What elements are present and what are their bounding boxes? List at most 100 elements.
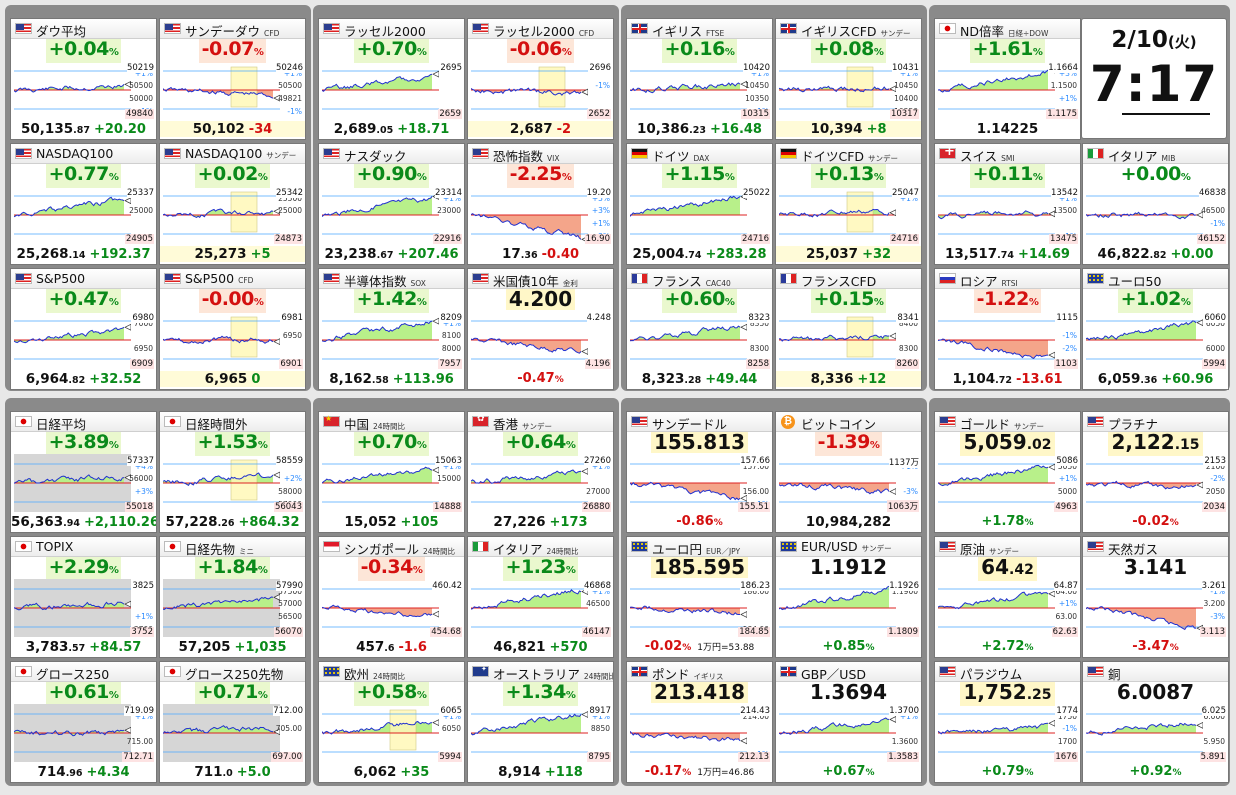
- market-tile[interactable]: NASDAQ100 +0.77% 25000 25337 24905 25,268.14 +…: [10, 143, 157, 265]
- tile-name-text: ロシア: [960, 274, 998, 289]
- sparkline-line: [779, 717, 890, 735]
- market-tile[interactable]: オーストラリア24時間比+1.34%+1%8850891787958,914+1…: [467, 661, 614, 783]
- axis-tick-label: 23000: [437, 206, 461, 215]
- market-tile[interactable]: 米国債10年 金利 4.200 4.248 4.196 -0.47%: [467, 268, 614, 390]
- net-change: +18.71: [397, 122, 450, 137]
- market-tile[interactable]: 銅 6.0087 6.000 5.950 6.025 5.891 +0.92%: [1082, 661, 1229, 783]
- low-value: 5994: [1202, 359, 1226, 369]
- axis-tick-label: +1%: [283, 69, 302, 78]
- percent-change: -2.25%: [506, 164, 575, 188]
- last-price-value: 8,914: [498, 764, 541, 780]
- high-value: 4.248: [586, 313, 611, 323]
- market-tile[interactable]: 日経時間外+1.53%+2%5800057000585595604357,228…: [159, 411, 306, 533]
- market-tile[interactable]: フランス CAC40 +0.60% 8350 8300 8323 8258 8,323.28 +…: [626, 268, 773, 390]
- tile-name-text: イギリス: [652, 24, 703, 39]
- market-tile[interactable]: グロース250 +0.61% +1% 715.00 719.09 712.71 714.96…: [10, 661, 157, 783]
- market-tile[interactable]: ナスダック +0.90% +1% 23000 23314 22916 23,238.67 +2…: [318, 143, 465, 265]
- net-change: -2: [556, 122, 572, 137]
- last-price: 8,914: [498, 764, 541, 780]
- net-change: 0: [251, 372, 261, 387]
- market-tile[interactable]: イタリア 24時間比 +1.23% +1% 46500 46868 46147 46,821 +…: [467, 536, 614, 658]
- market-tile[interactable]: 半導体指数 SOX +1.42% +1% 8100 8000 8209 7957 8,162.5…: [318, 268, 465, 390]
- market-tile[interactable]: ND倍率 日経÷DOW +1.61% +3% 1.1500 +1% 1.1664 1.1175…: [934, 18, 1081, 140]
- last-price: 10,394: [810, 121, 862, 137]
- sparkline-fill: [779, 483, 889, 494]
- market-tile[interactable]: ダウ平均+0.04%+1%5050050000-1%502194984050,1…: [10, 18, 157, 140]
- market-tile[interactable]: ロシア RTSI -1.22% -1% -2% 1115 1103 1,104.72 -13.6…: [934, 268, 1081, 390]
- market-tile[interactable]: イタリア MIB +0.00% 46500 -1% 46838 46152 46,822.82…: [1082, 143, 1229, 265]
- market-tile[interactable]: サンデードル155.813157.00156.00-1%157.66155.51…: [626, 411, 773, 533]
- footer-percent-change: +1.78%: [982, 514, 1034, 529]
- market-tile[interactable]: 恐怖指数VIX-2.25%+5%+3%+1%-3%19.2016.9017.36…: [467, 143, 614, 265]
- percent-value: +0.13: [813, 163, 875, 185]
- percent-unit: %: [873, 172, 884, 183]
- tile-headline: +1.15%: [627, 164, 772, 188]
- axis-tick-label: 7000: [133, 319, 153, 328]
- market-tile[interactable]: パラジウム 1,752.25 1750 -1% 1700 1774 1676 +0.79%: [934, 661, 1081, 783]
- flag-jp-icon: [164, 666, 181, 677]
- market-tile[interactable]: TOPIX+2.29%+1%3700382537523,783.57+84.57: [10, 536, 157, 658]
- market-tile[interactable]: フランスCFD +0.15% 8400 8300 8341 8260 8,336 +12: [775, 268, 922, 390]
- market-tile[interactable]: イギリスFTSE+0.16%+1%1045010350-1%1042010315…: [626, 18, 773, 140]
- market-tile[interactable]: ラッセル2000 +0.70% 2695 2659 2,689.05 +18.71: [318, 18, 465, 140]
- market-tile[interactable]: ドイツCFD サンデー +0.13% +1% 25047 24716 25,037 +32: [775, 143, 922, 265]
- sparkline-fill: [630, 482, 740, 500]
- market-tile[interactable]: 日経平均 +3.89% +4% 56000 +3% 57337 55018 56,363.94…: [10, 411, 157, 533]
- tile-subtitle: VIX: [547, 154, 560, 163]
- tile-name-text: フランスCFD: [801, 274, 877, 289]
- low-value: 184.85: [738, 627, 770, 637]
- market-tile[interactable]: イギリスCFDサンデー+0.08%+1%10450104001035010431…: [775, 18, 922, 140]
- tile-name: 中国 24時間比: [344, 414, 405, 433]
- last-price-value: 8,336: [810, 371, 854, 387]
- market-tile[interactable]: プラチナ 2,122.15 2100 -2% 2050 2153 2034 -0.02%: [1082, 411, 1229, 533]
- market-tile[interactable]: ゴールド サンデー 5,059.02 5050 +1% 5000 5086 4963 +1.78…: [934, 411, 1081, 533]
- flag-sg-icon: [323, 541, 340, 552]
- last-price-value: 57,205: [178, 639, 231, 655]
- market-tile[interactable]: グロース250先物 +0.71% 705.00 712.00 697.00 711.0 +5…: [159, 661, 306, 783]
- market-tile[interactable]: 欧州 24時間比 +0.58% +1% 6050 6065 5994 6,062 +35: [318, 661, 465, 783]
- tile-name-text: イギリスCFD: [801, 24, 877, 39]
- market-tile[interactable]: EUR/USD サンデー 1.1912 1.1900 1.1926 1.1809 +0.85…: [775, 536, 922, 658]
- low-value: 6901: [279, 359, 303, 369]
- market-tile[interactable]: 原油 サンデー 64.42 64.00 +1% 63.00 64.87 62.63 +2.72%: [934, 536, 1081, 658]
- footer-percent-change: +0.92%: [1130, 764, 1182, 779]
- market-tile[interactable]: サンデーダウ CFD -0.07% +1% 50500 49821 -1% 50246 50,1…: [159, 18, 306, 140]
- market-tile[interactable]: 天然ガス 3.141 -1% 3.200 -3% 3.261 3.113 -3.47%: [1082, 536, 1229, 658]
- last-price-decimal: .0: [222, 768, 233, 779]
- axis-tick-label: +1%: [591, 587, 610, 596]
- last-price-value: 711: [194, 764, 223, 780]
- high-value: 1.1664: [1048, 63, 1078, 73]
- market-tile[interactable]: スイスSMI+0.11%+1%13500-1%135421347513,517.…: [934, 143, 1081, 265]
- high-value: 25022: [742, 188, 770, 198]
- footer-percent-change: -0.17%: [645, 764, 692, 779]
- footer-percent-change: -0.86%: [676, 514, 723, 529]
- sparkline-chart: [779, 463, 896, 503]
- market-tile[interactable]: S&P500 CFD -0.00% 6950 6981 6901 6,965 0: [159, 268, 306, 390]
- percent-unit: %: [108, 565, 119, 576]
- tile-headline: 155.813: [627, 432, 772, 453]
- flag-ch-icon: [939, 144, 956, 159]
- axis-tick-label: -3%: [1210, 612, 1225, 621]
- tile-footer: +0.92%: [1083, 764, 1228, 780]
- market-tile[interactable]: ユーロ50 +1.02% 6050 6000 6060 5994 6,059.36 +60.9…: [1082, 268, 1229, 390]
- tile-footer: 8,336 +12: [776, 371, 921, 387]
- market-tile[interactable]: GBP／USD 1.3694 +1% 1.3600 1.3700 1.3583 +0.67%: [775, 661, 922, 783]
- market-tile[interactable]: S&P500 +0.47% 7000 6950 6980 6909 6,964.82 +32.…: [10, 268, 157, 390]
- axis-tick-label: 25000: [278, 206, 302, 215]
- axis-ticks: +1% 27000: [580, 454, 610, 512]
- market-tile[interactable]: ポンドイギリス213.418214.00-1%214.43212.13-0.17…: [626, 661, 773, 783]
- market-tile[interactable]: 日経先物 ミニ +1.84% 57500 57000 56500 57990 56070 57,…: [159, 536, 306, 658]
- market-tile[interactable]: ドイツ DAX +1.15% 25022 24716 25,004.74 +283.28: [626, 143, 773, 265]
- sparkline-line: [1086, 480, 1197, 490]
- tile-headline: +0.13%: [776, 163, 921, 188]
- sparkline-chart: [14, 195, 131, 235]
- market-tile[interactable]: ラッセル2000 CFD -0.06% -1% 2696 2652 2,687 -2: [467, 18, 614, 140]
- market-tile[interactable]: NASDAQ100 サンデー +0.02% 25500 25000 25342 24873 2…: [159, 143, 306, 265]
- last-price-decimal: .6: [384, 643, 395, 654]
- market-tile[interactable]: ユーロ円EUR／JPY185.595186.00184.00186.23184.…: [626, 536, 773, 658]
- axis-tick-label: +1%: [134, 69, 153, 78]
- market-tile[interactable]: シンガポール 24時間比 -0.34% 460.42 454.68 457.6 -1.6: [318, 536, 465, 658]
